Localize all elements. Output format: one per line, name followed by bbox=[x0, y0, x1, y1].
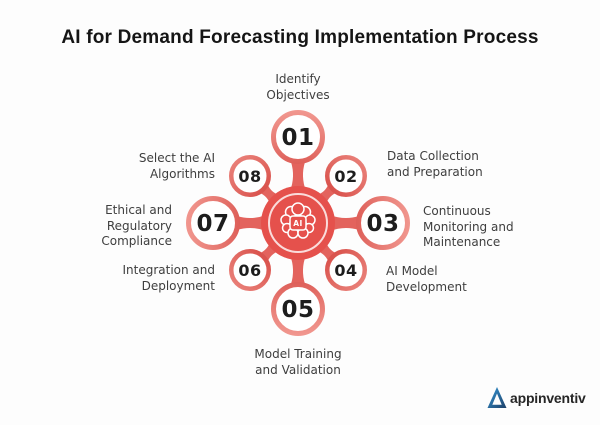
step-node-06: 06 bbox=[229, 249, 271, 291]
step-label-04: AI Model Development bbox=[386, 264, 467, 294]
step-number-01: 01 bbox=[281, 125, 314, 151]
step-label-07: Ethical and Regulatory Compliance bbox=[101, 203, 172, 248]
step-label-03: Continuous Monitoring and Maintenance bbox=[423, 204, 514, 249]
page-title: AI for Demand Forecasting Implementation… bbox=[61, 27, 539, 48]
appinventiv-logo: appinventiv bbox=[487, 386, 586, 409]
step-circle-06 bbox=[229, 249, 271, 291]
step-number-04: 04 bbox=[334, 261, 357, 280]
step-circle-07 bbox=[186, 196, 240, 250]
logo-brand-text: appinventiv bbox=[510, 389, 586, 406]
step-circle-01 bbox=[271, 110, 325, 164]
appinventiv-triangle-icon bbox=[487, 387, 507, 408]
step-node-08: 08 bbox=[229, 155, 271, 197]
step-number-06: 06 bbox=[238, 261, 261, 280]
hub-inner-ring bbox=[268, 193, 328, 253]
step-label-08: Select the AI Algorithms bbox=[138, 151, 215, 181]
step-number-03: 03 bbox=[366, 211, 399, 237]
step-circle-02 bbox=[325, 155, 367, 197]
step-node-03: 03 bbox=[356, 196, 410, 250]
step-node-04: 04 bbox=[325, 249, 367, 291]
spoke-top bbox=[290, 162, 306, 191]
step-node-01: 01 bbox=[271, 110, 325, 164]
step-number-08: 08 bbox=[238, 167, 261, 186]
step-label-02: Data Collection and Preparation bbox=[387, 149, 483, 179]
step-circle-08 bbox=[229, 155, 271, 197]
step-number-05: 05 bbox=[281, 297, 314, 323]
spoke-left bbox=[237, 215, 266, 231]
step-number-02: 02 bbox=[334, 167, 357, 186]
step-node-02: 02 bbox=[325, 155, 367, 197]
step-circle-05 bbox=[271, 282, 325, 336]
ai-brain-icon bbox=[280, 202, 316, 239]
step-number-07: 07 bbox=[196, 211, 229, 237]
step-label-01: Identify Objectives bbox=[266, 72, 330, 102]
hub-ai-label: AI bbox=[293, 219, 303, 228]
center-hub: AI bbox=[261, 186, 335, 260]
step-circle-03 bbox=[356, 196, 410, 250]
step-node-07: 07 bbox=[186, 196, 240, 250]
step-label-06: Integration and Deployment bbox=[122, 263, 215, 293]
spoke-bottom bbox=[290, 255, 306, 284]
step-label-05: Model Training and Validation bbox=[254, 347, 342, 377]
step-node-05: 05 bbox=[271, 282, 325, 336]
spoke-right bbox=[330, 215, 359, 231]
step-circle-04 bbox=[325, 249, 367, 291]
